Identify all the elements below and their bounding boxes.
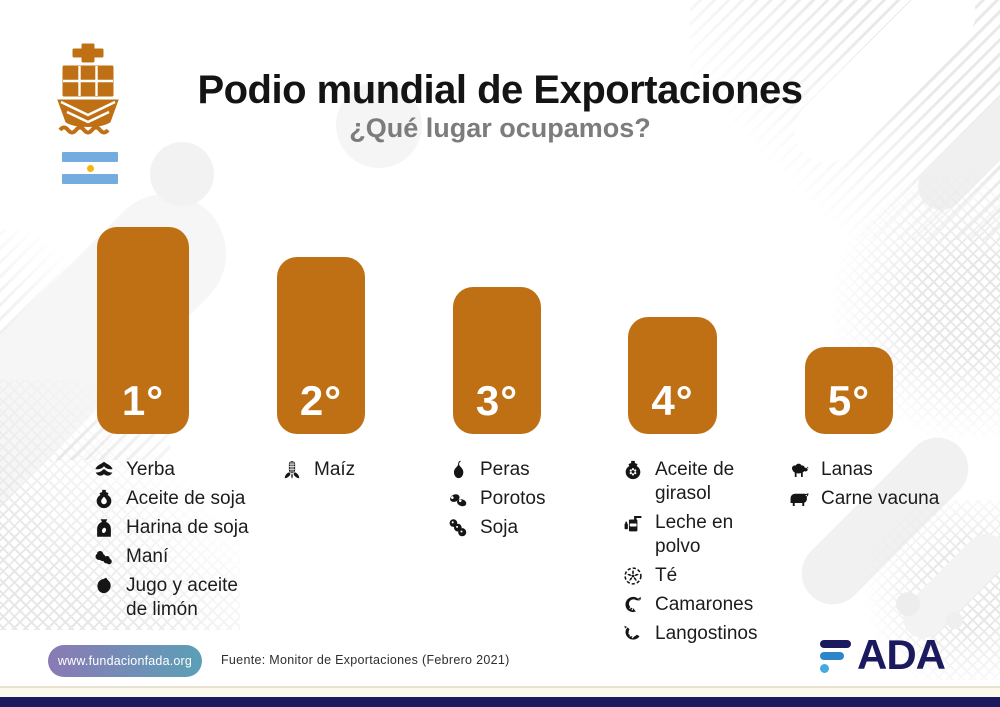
product-list-1: Yerba Aceite de soja Harina de soja Maní Jug… [93, 458, 268, 627]
website-link[interactable]: www.fundacionfada.org [48, 645, 202, 677]
product-label: Lanas [821, 459, 873, 480]
product-label: Harina de soja [126, 516, 249, 538]
sunflower-oil-icon [622, 459, 644, 481]
flour-sack-icon [93, 517, 115, 539]
fada-logo-text: ADA [857, 631, 946, 678]
product-item: Harina de soja [93, 516, 268, 540]
product-label: Peras [480, 459, 530, 480]
product-item: Soja [447, 516, 607, 540]
podium-rank-label: 1° [121, 377, 165, 424]
podium-rank-label: 4° [651, 377, 694, 424]
fada-logo-f-glyph [820, 634, 851, 673]
product-label: Yerba [126, 459, 175, 480]
footer-cream-strip [0, 688, 1000, 697]
product-item: Camarones [622, 593, 777, 617]
lemon-icon [93, 575, 115, 597]
product-list-3: Peras Porotos Soja [447, 458, 607, 545]
product-label: Leche en polvo [655, 511, 734, 557]
source-caption: Fuente: Monitor de Exportaciones (Febrer… [221, 653, 510, 667]
podium-rank-label: 5° [827, 377, 871, 424]
product-item: Leche en polvo [622, 511, 777, 559]
product-item: Maíz [281, 458, 431, 482]
sheep-icon [788, 459, 810, 481]
product-list-4: Aceite de girasol Leche en polvo Té Camaron… [622, 458, 777, 651]
cow-icon [788, 488, 810, 510]
product-item: Jugo y aceite de limón [93, 574, 268, 622]
product-item: Aceite de girasol [622, 458, 777, 506]
podium-bar-4: 4° [628, 317, 717, 434]
product-list-5: Lanas Carne vacuna [788, 458, 1000, 516]
product-item: Langostinos [622, 622, 777, 646]
pear-icon [447, 459, 469, 481]
podium-bar-3: 3° [453, 287, 541, 434]
product-item: Maní [93, 545, 268, 569]
product-label: Jugo y aceite de limón [126, 574, 238, 620]
podium-bar-2: 2° [277, 257, 365, 434]
prawn-icon [622, 623, 644, 645]
soy-pod-icon [447, 517, 469, 539]
podium-rank-label: 3° [475, 377, 519, 424]
podium-bar-1: 1° [97, 227, 189, 434]
product-item: Peras [447, 458, 607, 482]
product-list-2: Maíz [281, 458, 431, 487]
product-item: Carne vacuna [788, 487, 1000, 511]
product-label: Maní [126, 545, 169, 567]
product-item: Yerba [93, 458, 268, 482]
product-label: Maíz [314, 459, 356, 480]
fada-logo: ADA [820, 631, 946, 678]
beans-icon [447, 488, 469, 510]
podium-bar-5: 5° [805, 347, 893, 434]
cargo-ship-icon [56, 42, 120, 138]
product-label: Langostinos [655, 622, 758, 644]
peanut-icon [93, 546, 115, 568]
milk-powder-icon [622, 512, 644, 534]
product-label: Camarones [655, 593, 754, 615]
product-label: Porotos [480, 487, 546, 509]
product-label: Soja [480, 516, 519, 538]
product-label: Carne vacuna [821, 487, 940, 509]
product-label: Aceite de girasol [655, 459, 735, 504]
tea-wreath-icon [622, 565, 644, 587]
podium-rank-label: 2° [299, 377, 343, 424]
product-item: Lanas [788, 458, 1000, 482]
flag-sun-icon [86, 164, 94, 172]
product-label: Aceite de soja [126, 487, 246, 509]
footer-navy-bar [0, 697, 1000, 707]
oil-jug-icon [93, 488, 115, 510]
yerba-leaf-icon [93, 459, 115, 481]
shrimp-icon [622, 594, 644, 616]
product-item: Aceite de soja [93, 487, 268, 511]
product-item: Té [622, 564, 777, 588]
footer-divider [0, 686, 1000, 688]
corn-icon [281, 459, 303, 481]
product-item: Porotos [447, 487, 607, 511]
product-label: Té [655, 564, 678, 586]
